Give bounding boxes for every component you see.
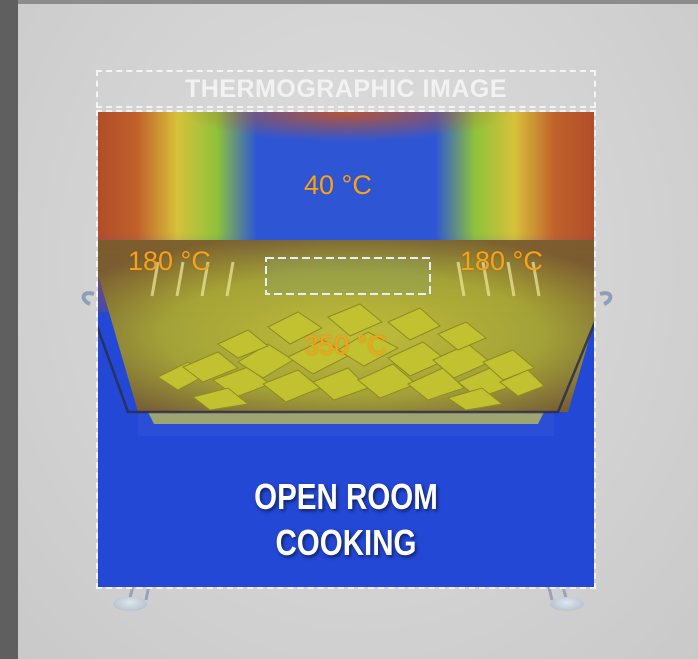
measurement-box bbox=[266, 258, 430, 294]
title-box: THERMOGRAPHIC IMAGE bbox=[96, 70, 596, 108]
temperature-right-label: 180 °C bbox=[460, 246, 543, 277]
temperature-center-label: 350 °C bbox=[304, 330, 387, 361]
grill-foot-right bbox=[550, 597, 584, 611]
top-edge-line bbox=[18, 0, 698, 4]
caption-line-1: OPEN ROOM bbox=[141, 474, 551, 520]
temperature-top-label: 40 °C bbox=[304, 170, 372, 201]
grill-foot-left bbox=[113, 597, 147, 611]
temperature-left-label: 180 °C bbox=[128, 246, 211, 277]
left-edge-strip bbox=[0, 0, 18, 659]
caption-line-2: COOKING bbox=[141, 520, 551, 566]
caption: OPEN ROOM COOKING bbox=[141, 474, 551, 566]
thermographic-title: THERMOGRAPHIC IMAGE bbox=[185, 75, 507, 104]
